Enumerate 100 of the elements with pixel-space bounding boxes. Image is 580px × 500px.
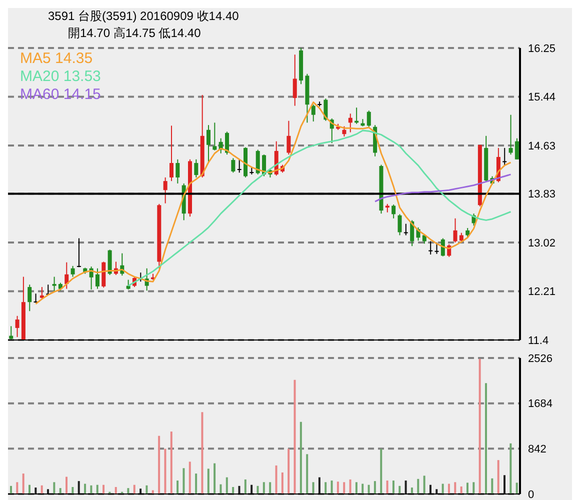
bar (423, 476, 426, 494)
candlestick (163, 176, 168, 204)
candlestick (392, 204, 396, 219)
bar (96, 484, 98, 494)
candlestick (453, 218, 458, 243)
y-tick-label: 11.4 (528, 334, 549, 347)
bar (176, 480, 179, 494)
line-series (374, 174, 512, 202)
text: MA5 14.35 (20, 50, 94, 68)
bar (133, 484, 136, 494)
y-tick-label: 2526 (528, 352, 552, 365)
bar (491, 478, 494, 494)
chart-subtitle: 開14.70 高14.75 低14.40 (67, 25, 202, 42)
bar (386, 480, 388, 494)
bar (158, 436, 160, 494)
candlestick (508, 114, 513, 156)
candlestick (206, 124, 211, 163)
bar (238, 486, 240, 494)
bar (226, 477, 228, 494)
candlestick (459, 232, 464, 242)
bar (72, 487, 74, 494)
bar (472, 482, 475, 494)
y-tick-label: 13.83 (528, 188, 556, 201)
bar (53, 482, 56, 494)
bar (214, 463, 216, 494)
candlestick (76, 238, 81, 268)
y-tick-label: 13.02 (528, 237, 556, 250)
bar (47, 489, 50, 494)
bar (207, 468, 210, 494)
bar (16, 482, 18, 494)
candlestick (169, 125, 174, 182)
bar (288, 448, 290, 494)
bar (66, 476, 68, 494)
bar (28, 484, 31, 494)
y-tick-label: 16.25 (528, 42, 556, 55)
bar (250, 484, 253, 494)
bar (368, 484, 370, 494)
text: MA20 13.53 (20, 68, 101, 86)
candlestick (502, 147, 507, 166)
bar (380, 448, 382, 494)
chart-title: 3591 台股(3591) 20160909 收14.40 (47, 8, 240, 25)
bar (497, 460, 500, 494)
candlestick (428, 240, 433, 256)
y-tick-label: 1684 (528, 398, 552, 410)
bar (164, 448, 166, 494)
bar (127, 488, 130, 494)
bar (448, 484, 450, 494)
bar (362, 484, 364, 494)
candlestick (342, 126, 346, 138)
candlestick (404, 223, 408, 236)
candlestick (9, 326, 14, 340)
candlestick (286, 120, 291, 156)
candlestick (348, 113, 352, 133)
candlestick (398, 214, 402, 236)
candlestick (40, 286, 44, 299)
bar (256, 486, 259, 494)
bar (195, 474, 198, 494)
bar (503, 475, 506, 494)
bar (146, 485, 148, 494)
bar (59, 488, 62, 494)
y-tick-label: 12.21 (528, 286, 556, 298)
candlestick (225, 131, 230, 156)
candlestick (434, 242, 439, 254)
candlestick (311, 104, 316, 122)
bar (22, 474, 24, 494)
candlestick (231, 158, 236, 174)
text: MA60 14.15 (20, 86, 101, 104)
candlestick (194, 158, 198, 178)
bar (244, 479, 246, 494)
bar (510, 443, 512, 494)
bar (306, 454, 308, 494)
bar (182, 468, 185, 494)
bar (466, 482, 468, 494)
bar (152, 490, 154, 494)
bar (84, 484, 86, 494)
bar (404, 480, 407, 494)
bar (300, 422, 302, 494)
y-tick-label: 14.63 (528, 140, 556, 152)
bar (516, 482, 518, 494)
bar (454, 482, 456, 494)
bar (188, 462, 191, 494)
bar (232, 487, 234, 494)
bar (318, 477, 320, 494)
bar (102, 484, 105, 494)
candlestick (237, 158, 242, 174)
bar (220, 484, 222, 494)
y-tick-label: 15.44 (528, 92, 556, 104)
candlestick (95, 268, 100, 290)
candlestick (366, 110, 371, 128)
candlestick (52, 276, 56, 292)
bar (460, 486, 462, 494)
candlestick (514, 138, 519, 160)
bar (10, 486, 12, 494)
bar (392, 480, 394, 494)
bar (374, 481, 376, 494)
candlestick (466, 228, 470, 238)
bar (34, 488, 37, 494)
bar (281, 472, 284, 494)
bar (336, 482, 339, 494)
bar (40, 485, 43, 494)
